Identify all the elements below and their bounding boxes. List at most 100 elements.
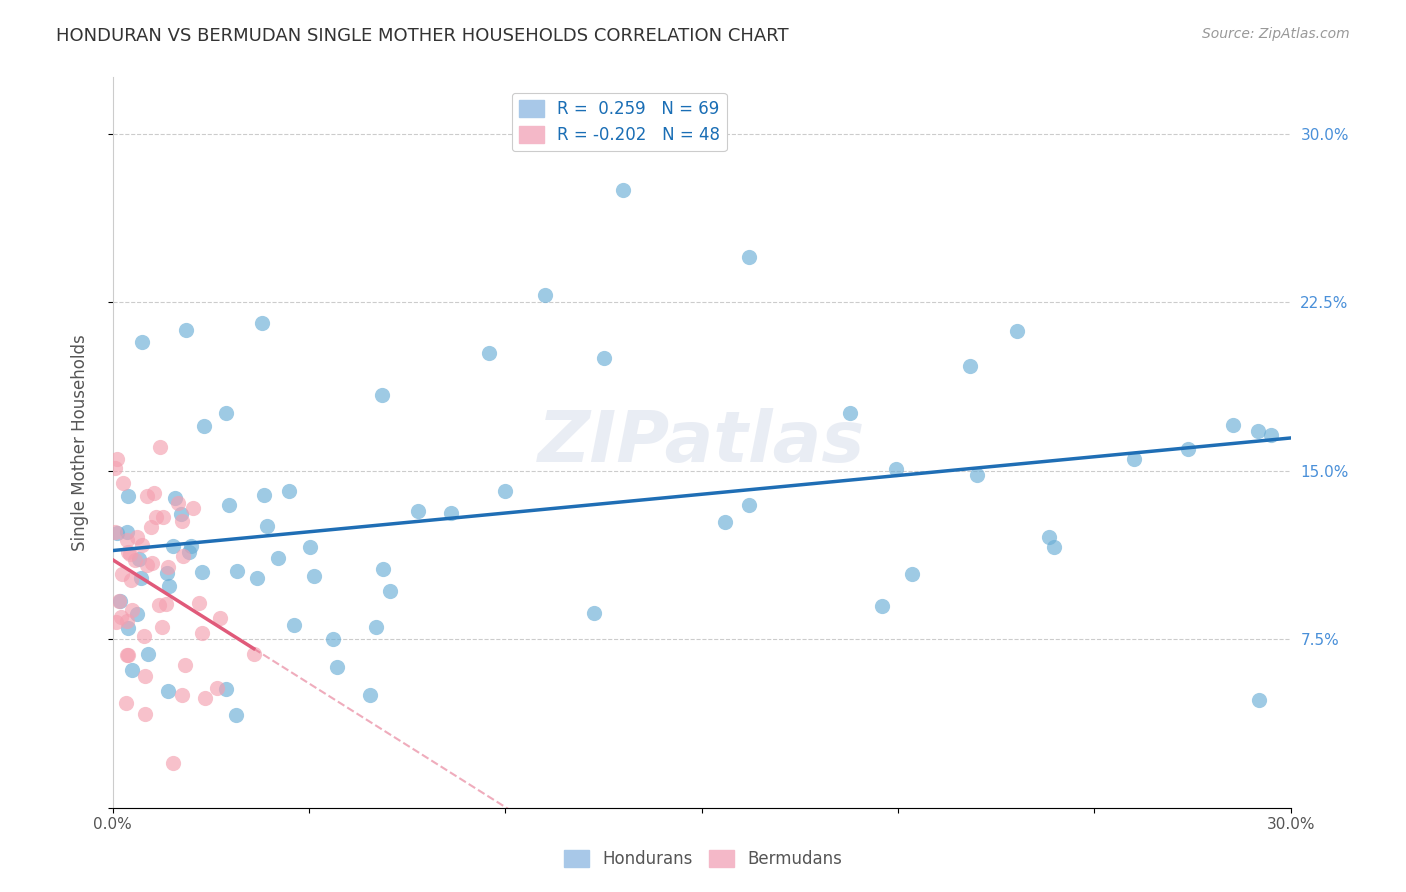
Point	[172, 514, 194, 528]
Point	[959, 359, 981, 373]
Point	[148, 598, 170, 612]
Point	[120, 574, 142, 588]
Point	[111, 475, 134, 490]
Point	[117, 489, 139, 503]
Point	[533, 288, 555, 302]
Point	[1042, 541, 1064, 555]
Point	[128, 552, 150, 566]
Point	[131, 335, 153, 350]
Point	[107, 594, 129, 608]
Point	[406, 503, 429, 517]
Text: ZIPatlas: ZIPatlas	[538, 408, 866, 477]
Point	[117, 545, 139, 559]
Point	[136, 647, 159, 661]
Point	[207, 681, 229, 695]
Point	[714, 515, 737, 529]
Point	[110, 610, 132, 624]
Y-axis label: Single Mother Households: Single Mother Households	[72, 334, 89, 551]
Point	[134, 707, 156, 722]
Point	[167, 496, 190, 510]
Point	[478, 345, 501, 359]
Point	[134, 669, 156, 683]
Point	[152, 510, 174, 524]
Point	[157, 579, 180, 593]
Point	[870, 599, 893, 613]
Text: HONDURAN VS BERMUDAN SINGLE MOTHER HOUSEHOLDS CORRELATION CHART: HONDURAN VS BERMUDAN SINGLE MOTHER HOUSE…	[56, 27, 789, 45]
Point	[105, 452, 128, 467]
Point	[136, 489, 159, 503]
Point	[191, 625, 214, 640]
Point	[117, 648, 139, 663]
Point	[117, 620, 139, 634]
Point	[838, 406, 860, 420]
Point	[104, 461, 127, 475]
Point	[583, 606, 606, 620]
Point	[1038, 530, 1060, 544]
Point	[105, 615, 128, 630]
Point	[172, 549, 194, 563]
Point	[120, 547, 142, 561]
Point	[214, 682, 236, 697]
Point	[1260, 428, 1282, 442]
Point	[283, 617, 305, 632]
Point	[267, 551, 290, 566]
Point	[172, 688, 194, 702]
Point	[149, 440, 172, 454]
Point	[111, 567, 134, 582]
Point	[174, 323, 197, 337]
Point	[117, 533, 139, 547]
Point	[277, 483, 299, 498]
Point	[302, 568, 325, 582]
Point	[173, 658, 195, 673]
Point	[141, 556, 163, 570]
Point	[1222, 417, 1244, 432]
Point	[193, 419, 215, 434]
Point	[125, 607, 148, 622]
Point	[494, 484, 516, 499]
Point	[1122, 452, 1144, 467]
Point	[209, 611, 232, 625]
Point	[132, 629, 155, 643]
Point	[225, 707, 247, 722]
Point	[246, 571, 269, 585]
Point	[194, 690, 217, 705]
Point	[163, 491, 186, 505]
Point	[359, 688, 381, 702]
Point	[141, 520, 163, 534]
Point	[143, 486, 166, 500]
Point	[1247, 424, 1270, 438]
Point	[121, 663, 143, 677]
Point	[188, 596, 211, 610]
Point	[218, 498, 240, 512]
Point	[250, 316, 273, 330]
Point	[162, 539, 184, 553]
Point	[181, 501, 204, 516]
Point	[131, 538, 153, 552]
Legend: Hondurans, Bermudans: Hondurans, Bermudans	[557, 843, 849, 875]
Point	[1005, 324, 1028, 338]
Point	[440, 506, 463, 520]
Point	[966, 468, 988, 483]
Point	[592, 351, 614, 366]
Point	[145, 510, 167, 524]
Point	[115, 648, 138, 662]
Point	[242, 647, 264, 661]
Point	[378, 583, 401, 598]
Point	[129, 571, 152, 585]
Point	[322, 632, 344, 647]
Point	[125, 530, 148, 544]
Point	[1177, 442, 1199, 457]
Text: Source: ZipAtlas.com: Source: ZipAtlas.com	[1202, 27, 1350, 41]
Point	[226, 564, 249, 578]
Point	[156, 566, 179, 580]
Point	[326, 659, 349, 673]
Point	[738, 250, 761, 264]
Point	[162, 756, 184, 770]
Point	[901, 567, 924, 582]
Point	[364, 620, 387, 634]
Point	[155, 598, 177, 612]
Point	[135, 558, 157, 572]
Point	[110, 594, 132, 608]
Point	[121, 603, 143, 617]
Point	[115, 614, 138, 628]
